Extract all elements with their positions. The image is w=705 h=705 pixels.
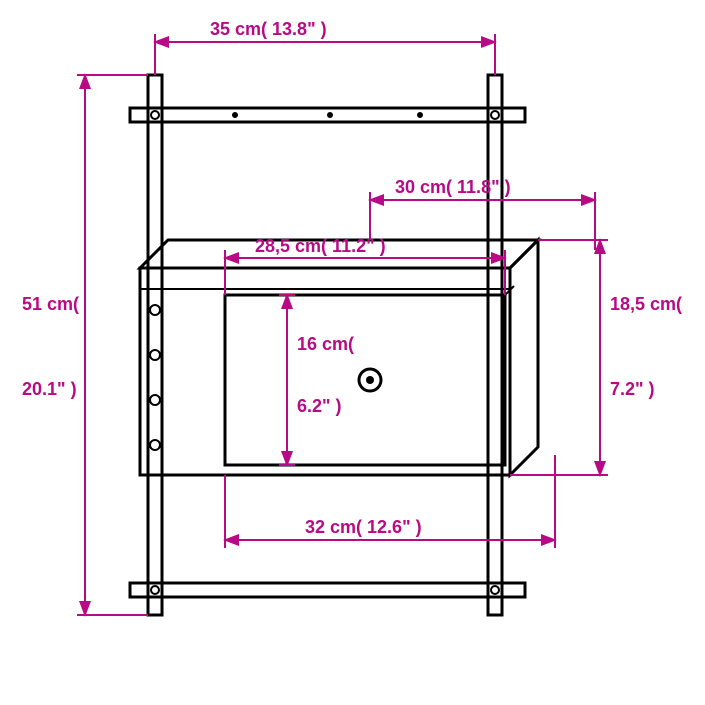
top-bar-hole-1 [232, 112, 238, 118]
left-post [148, 75, 162, 615]
dim-32-label: 32 cm( 12.6" ) [305, 517, 422, 537]
right-post [488, 75, 502, 615]
diagram-svg: 35 cm( 13.8" ) 30 cm( 11.8" ) 28,5 cm( 1… [0, 0, 705, 705]
dim-185-label-2: 7.2" ) [610, 379, 655, 399]
dim-35-label: 35 cm( 13.8" ) [210, 19, 327, 39]
drawer-knob-center [366, 376, 374, 384]
left-hole-3 [150, 395, 160, 405]
bottom-bar-joint-l [151, 586, 159, 594]
dim-51-label-2: 20.1" ) [22, 379, 77, 399]
dim-30-label: 30 cm( 11.8" ) [395, 177, 511, 197]
cabinet-side [510, 240, 538, 475]
left-hole-4 [150, 440, 160, 450]
top-bar-hole-3 [417, 112, 423, 118]
dim-16-label-2: 6.2" ) [297, 396, 342, 416]
dim-185-label-1: 18,5 cm( [610, 294, 682, 314]
diagram-stage: 35 cm( 13.8" ) 30 cm( 11.8" ) 28,5 cm( 1… [0, 0, 705, 705]
dim-16-label-1: 16 cm( [297, 334, 354, 354]
left-hole-1 [150, 305, 160, 315]
drawer-front [225, 295, 505, 465]
cabinet-front [140, 268, 510, 475]
dim-51-label-1: 51 cm( [22, 294, 79, 314]
left-hole-2 [150, 350, 160, 360]
bottom-bar-joint-r [491, 586, 499, 594]
dim-285-label: 28,5 cm( 11.2" ) [255, 236, 386, 256]
top-bar-hole-2 [327, 112, 333, 118]
bottom-bar [130, 583, 525, 597]
top-bar-joint-l [151, 111, 159, 119]
top-bar-joint-r [491, 111, 499, 119]
